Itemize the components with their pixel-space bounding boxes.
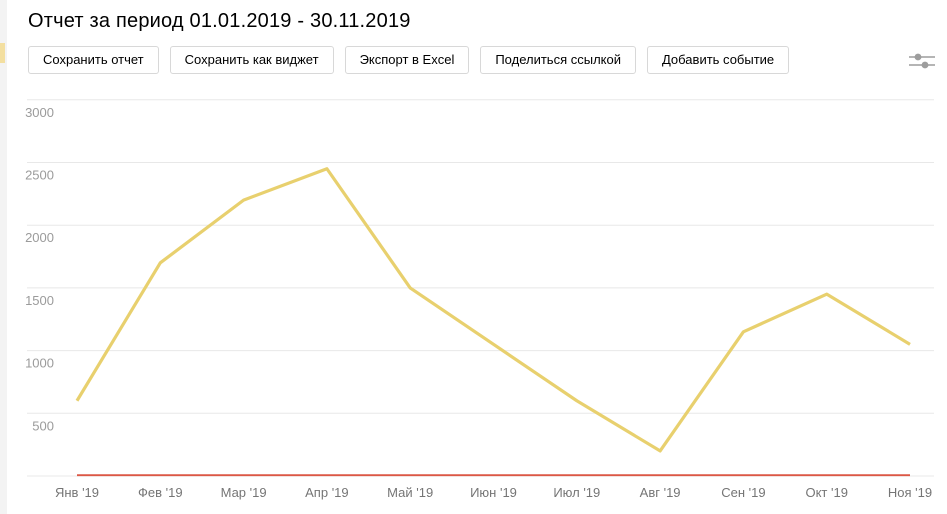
y-tick-label: 1000 [25,356,54,371]
y-tick-label: 1500 [25,293,54,308]
x-tick-label: Мар '19 [221,485,267,500]
y-tick-label: 500 [32,418,54,433]
x-tick-label: Сен '19 [721,485,765,500]
left-edge-strip [0,0,7,514]
report-header: Отчет за период 01.01.2019 - 30.11.2019 … [28,10,937,74]
x-tick-label: Авг '19 [640,485,681,500]
export-excel-button[interactable]: Экспорт в Excel [344,46,470,74]
chart-settings-button[interactable] [908,50,936,72]
left-edge-tab [0,43,5,63]
y-tick-label: 3000 [25,105,54,120]
x-tick-label: Апр '19 [305,485,349,500]
x-tick-label: Июл '19 [553,485,600,500]
x-tick-label: Фев '19 [138,485,183,500]
x-tick-label: Окт '19 [805,485,847,500]
y-tick-label: 2500 [25,168,54,183]
page-title: Отчет за период 01.01.2019 - 30.11.2019 [28,10,411,32]
y-gridlines [27,99,934,477]
add-event-button[interactable]: Добавить событие [646,46,790,74]
save-report-button[interactable]: Сохранить отчет [28,46,159,74]
x-tick-label: Май '19 [387,485,433,500]
sliders-icon [909,53,935,69]
x-tick-label: Янв '19 [55,485,99,500]
y-tick-label: 2000 [25,230,54,245]
x-axis-labels: Янв '19 Фев '19 Мар '19 Апр '19 Май '19 Июн '… [55,485,932,500]
x-tick-label: Ноя '19 [888,485,932,500]
x-tick-label: Июн '19 [470,485,517,500]
y-axis-labels: 500 1000 1500 2000 2500 3000 [25,105,54,433]
toolbar: Сохранить отчет Сохранить как виджет Экс… [28,46,937,74]
save-as-widget-button[interactable]: Сохранить как виджет [169,46,334,74]
main-series-line [75,167,911,453]
share-link-button[interactable]: Поделиться ссылкой [480,46,636,74]
